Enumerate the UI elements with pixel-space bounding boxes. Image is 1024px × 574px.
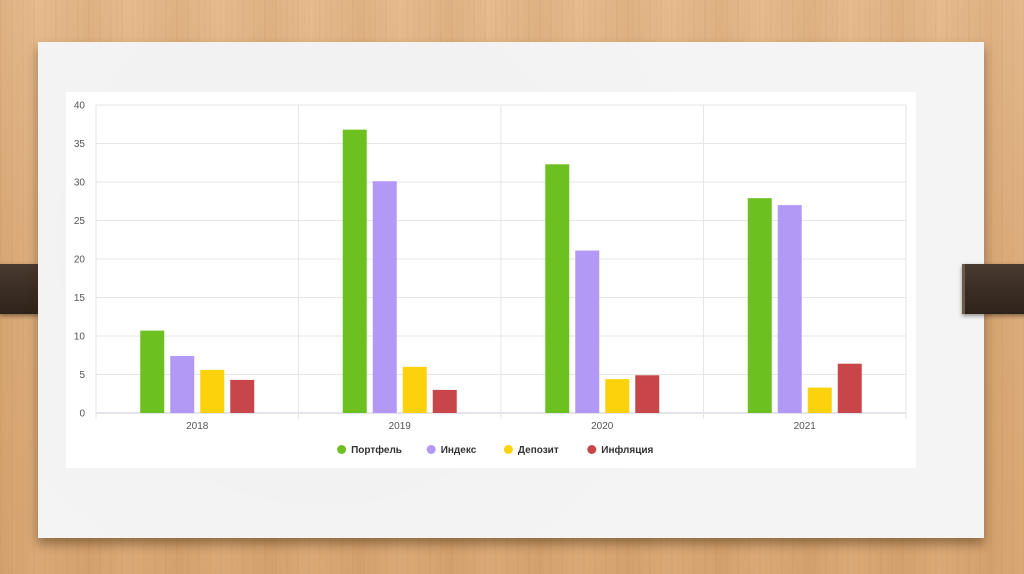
x-tick-label: 2019 (389, 421, 412, 432)
y-tick-label: 25 (74, 216, 86, 227)
bar-2020-3 (605, 379, 630, 413)
legend-label: Депозит (518, 445, 559, 456)
bar-2020-1 (545, 164, 570, 413)
y-tick-label: 30 (74, 178, 86, 189)
bar-2021-2 (777, 205, 802, 413)
y-tick-label: 40 (74, 101, 86, 112)
chart-panel: 0 5 10 15 20 25 30 35 40 2018 2019 2020 2021 Портфель… (66, 92, 916, 468)
legend-marker (426, 445, 436, 454)
legend-label: Инфляция (601, 444, 653, 456)
bar-2018-4 (230, 379, 255, 413)
y-tick-label: 5 (79, 370, 85, 381)
right-binder-clip (962, 264, 1024, 314)
y-tick-label: 10 (74, 332, 86, 343)
bar-2019-2 (372, 181, 397, 413)
y-tick-label: 0 (79, 409, 85, 420)
bar-2021-3 (807, 387, 832, 413)
bar-2018-1 (140, 330, 165, 413)
x-tick-label: 2020 (591, 421, 614, 432)
bar-2018-2 (170, 356, 195, 413)
bar-2021-4 (837, 363, 862, 413)
x-tick-label: 2021 (794, 421, 817, 432)
legend-label: Индекс (441, 445, 477, 456)
y-tick-label: 35 (74, 139, 86, 150)
bar-2021-1 (747, 198, 772, 413)
bar-2018-3 (200, 369, 225, 413)
legend-marker (503, 445, 513, 454)
bar-2020-2 (575, 250, 600, 413)
legend-marker (337, 445, 347, 454)
legend-label: Портфель (351, 444, 402, 456)
bar-2019-1 (342, 129, 367, 413)
bar-2019-4 (432, 389, 457, 413)
legend-marker (587, 445, 597, 454)
y-tick-label: 15 (74, 293, 86, 304)
bar-2019-3 (402, 366, 427, 413)
bar-chart: 0 5 10 15 20 25 30 35 40 2018 2019 2020 2021 Портфель… (74, 101, 907, 456)
x-tick-label: 2018 (186, 421, 209, 432)
bar-2020-4 (635, 375, 660, 413)
y-tick-label: 20 (74, 255, 86, 266)
